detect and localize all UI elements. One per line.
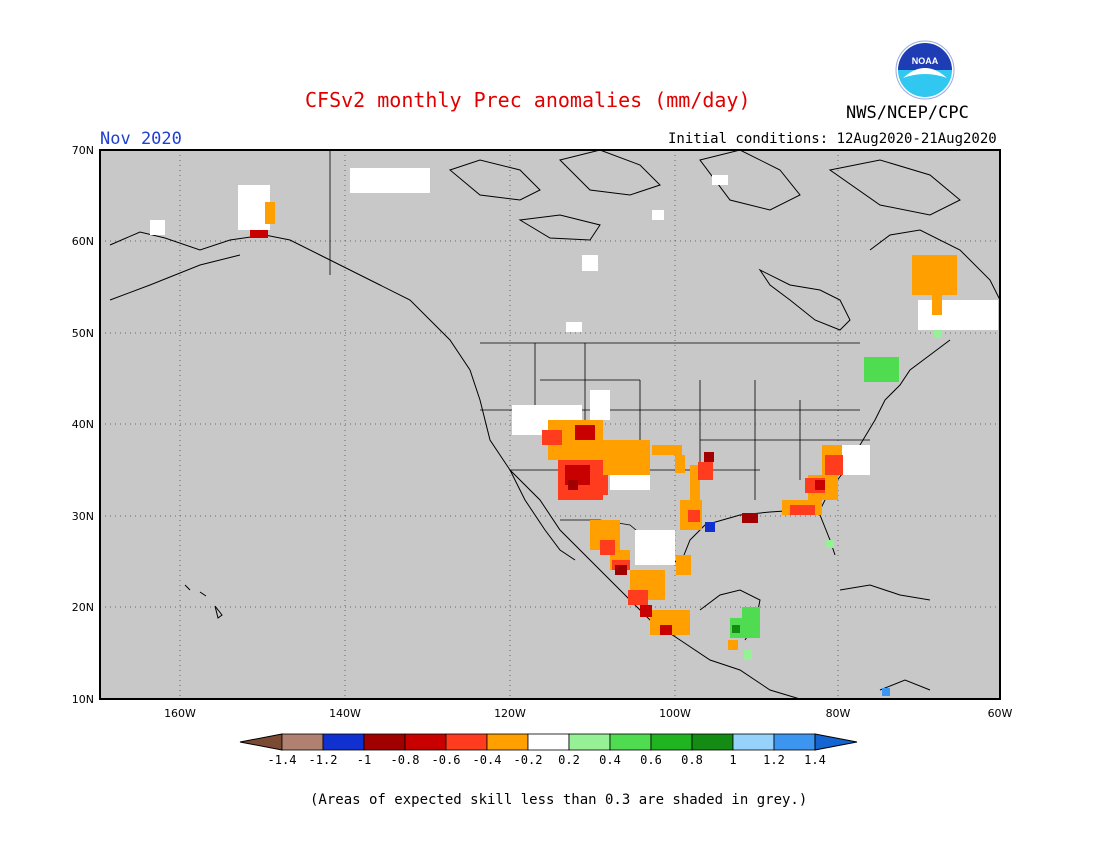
colorbar-label: -1	[357, 753, 371, 767]
colorbar-label: -0.6	[432, 753, 461, 767]
lon-label: 120W	[494, 707, 526, 720]
colorbar-label: -0.8	[391, 753, 420, 767]
lat-label: 30N	[72, 510, 94, 523]
chart-title: CFSv2 monthly Prec anomalies (mm/day)	[305, 88, 751, 112]
lon-label: 160W	[164, 707, 196, 720]
initial-conditions: Initial conditions: 12Aug2020-21Aug2020	[668, 131, 997, 147]
map-frame	[99, 149, 1001, 700]
colorbar-swatch	[773, 733, 816, 751]
lon-label: 60W	[988, 707, 1013, 720]
lon-label: 100W	[659, 707, 691, 720]
lat-label: 50N	[72, 327, 94, 340]
colorbar-label: 1.2	[763, 753, 785, 767]
lon-label: 140W	[329, 707, 361, 720]
colorbar-label: -0.4	[473, 753, 502, 767]
forecast-month: Nov 2020	[100, 129, 182, 149]
colorbar-arrow-right	[814, 733, 858, 751]
lon-labels: 160W 140W 120W 100W 80W 60W	[164, 707, 1012, 720]
colorbar-swatch	[609, 733, 652, 751]
colorbar-swatch	[732, 733, 775, 751]
lat-labels: 70N 60N 50N 40N 30N 20N 10N	[72, 144, 94, 706]
lat-label: 40N	[72, 418, 94, 431]
lat-label: 60N	[72, 235, 94, 248]
colorbar-swatch	[568, 733, 611, 751]
skill-footnote: (Areas of expected skill less than 0.3 a…	[310, 792, 808, 808]
colorbar-swatch	[281, 733, 324, 751]
colorbar-label: 1.4	[804, 753, 826, 767]
organization-label: NWS/NCEP/CPC	[846, 103, 969, 123]
lat-label: 10N	[72, 693, 94, 706]
colorbar-label: 0.8	[681, 753, 703, 767]
colorbar-swatch	[404, 733, 447, 751]
anomaly-map: 70N 60N 50N 40N 30N 20N 10N 160W 140W 12…	[72, 144, 1013, 767]
colorbar-swatch	[486, 733, 529, 751]
colorbar-arrow-left	[239, 733, 283, 751]
lat-label: 70N	[72, 144, 94, 157]
colorbar-label: -1.2	[309, 753, 338, 767]
colorbar-swatch	[445, 733, 488, 751]
colorbar-label: -0.2	[514, 753, 543, 767]
colorbar-swatch	[322, 733, 365, 751]
colorbar-label: 0.2	[558, 753, 580, 767]
lat-label: 20N	[72, 601, 94, 614]
colorbar-swatch	[363, 733, 406, 751]
colorbar-swatch	[650, 733, 693, 751]
anomaly-patches	[150, 168, 998, 696]
colorbar-label: 1	[729, 753, 736, 767]
noaa-logo: NOAA	[895, 40, 955, 100]
colorbar-label: 0.4	[599, 753, 621, 767]
lon-label: 80W	[826, 707, 851, 720]
colorbar-swatch	[527, 733, 570, 751]
logo-text: NOAA	[912, 56, 939, 66]
colorbar-label: 0.6	[640, 753, 662, 767]
colorbar-label: -1.4	[268, 753, 297, 767]
colorbar-swatch	[691, 733, 734, 751]
colorbar: -1.4 -1.2 -1 -0.8 -0.6 -0.4 -0.2 0.2 0.4 0.6 0.8 1 1…	[239, 733, 858, 767]
